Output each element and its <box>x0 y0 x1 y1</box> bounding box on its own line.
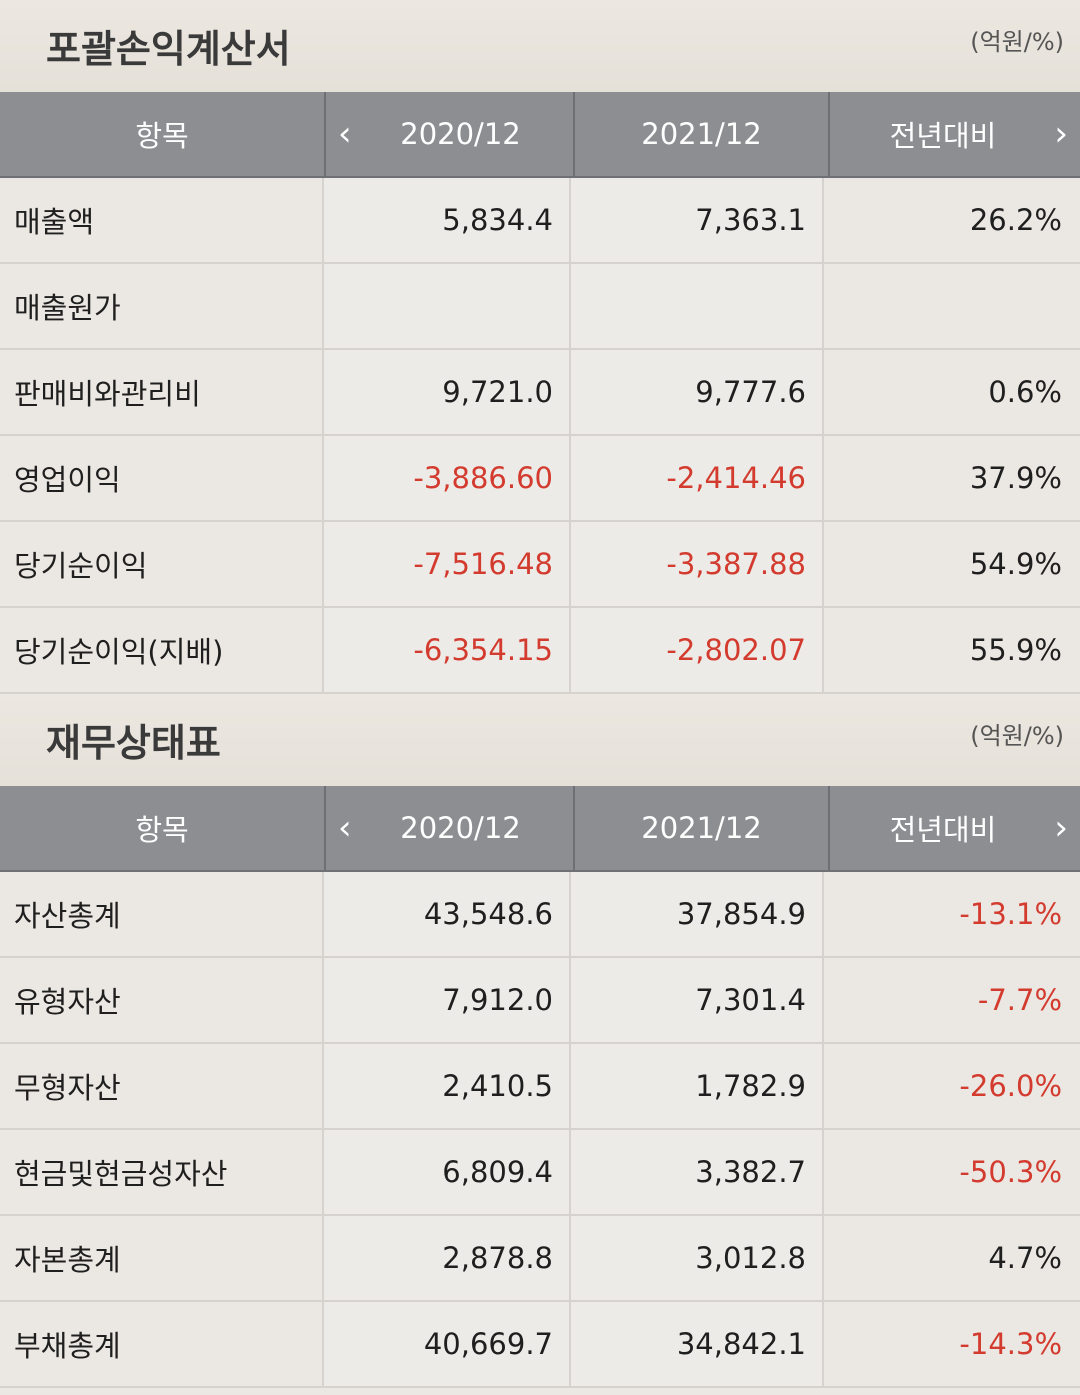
unit-label: (억원/%) <box>970 722 1064 750</box>
column-header-prev: ‹ 2020/12 <box>326 786 575 870</box>
value-curr: 3,012.8 <box>571 1216 824 1300</box>
row-label: 당기순이익(지배) <box>0 608 324 692</box>
value-prev: 2,878.8 <box>324 1216 571 1300</box>
value-curr: 37,854.9 <box>571 872 824 956</box>
value-change: -50.3% <box>959 1155 1062 1189</box>
value-change: -7.7% <box>977 983 1062 1017</box>
value-prev <box>324 264 571 348</box>
table-row: 매출액 5,834.4 7,363.1 26.2% <box>0 178 1080 264</box>
table-row: 매출원가 <box>0 264 1080 350</box>
value-change: 0.6% <box>988 375 1062 409</box>
column-header-curr: 2021/12 <box>575 786 830 870</box>
table-row: 당기순이익 -7,516.48 -3,387.88 54.9% <box>0 522 1080 608</box>
table-row: 무형자산 2,410.5 1,782.9 -26.0% <box>0 1044 1080 1130</box>
chevron-right-icon[interactable]: › <box>1054 808 1068 848</box>
value-change: 26.2% <box>969 203 1062 237</box>
value-prev: 2,410.5 <box>324 1044 571 1128</box>
chevron-right-icon[interactable]: › <box>1054 114 1068 154</box>
balance-sheet-table: 항목 ‹ 2020/12 2021/12 전년대비 › 자산총계 43,548.6… <box>0 786 1080 1388</box>
unit-label: (억원/%) <box>970 28 1064 56</box>
value-curr: 3,382.7 <box>571 1130 824 1214</box>
table-row: 부채총계 40,669.7 34,842.1 -14.3% <box>0 1302 1080 1388</box>
value-change: 4.7% <box>988 1241 1062 1275</box>
table-row: 현금및현금성자산 6,809.4 3,382.7 -50.3% <box>0 1130 1080 1216</box>
value-change: 55.9% <box>969 633 1062 667</box>
column-header-change: 전년대비 › <box>889 114 1068 154</box>
row-label: 무형자산 <box>0 1044 324 1128</box>
row-label: 자본총계 <box>0 1216 324 1300</box>
table-row: 판매비와관리비 9,721.0 9,777.6 0.6% <box>0 350 1080 436</box>
value-prev: -6,354.15 <box>324 608 571 692</box>
section-title: 포괄손익계산서 <box>46 27 291 71</box>
row-label: 유형자산 <box>0 958 324 1042</box>
value-prev: -3,886.60 <box>324 436 571 520</box>
income-statement-table: 항목 ‹ 2020/12 2021/12 전년대비 › 매출액 5,834.4 7,… <box>0 92 1080 694</box>
chevron-left-icon[interactable]: ‹ <box>338 114 352 154</box>
value-change: 54.9% <box>969 547 1062 581</box>
value-curr: -2,414.46 <box>571 436 824 520</box>
value-prev: -7,516.48 <box>324 522 571 606</box>
value-change: -13.1% <box>959 897 1062 931</box>
row-label: 판매비와관리비 <box>0 350 324 434</box>
value-change: 37.9% <box>969 461 1062 495</box>
table-row: 당기순이익(지배) -6,354.15 -2,802.07 55.9% <box>0 608 1080 694</box>
value-change: -26.0% <box>959 1069 1062 1103</box>
value-curr: 7,363.1 <box>571 178 824 262</box>
column-header-item: 항목 <box>0 786 326 870</box>
value-curr: 1,782.9 <box>571 1044 824 1128</box>
section-header: 포괄손익계산서 (억원/%) <box>0 0 1080 92</box>
row-label: 부채총계 <box>0 1302 324 1386</box>
row-label: 매출원가 <box>0 264 324 348</box>
row-label: 영업이익 <box>0 436 324 520</box>
value-prev: 40,669.7 <box>324 1302 571 1386</box>
value-change <box>824 264 1074 348</box>
row-label: 매출액 <box>0 178 324 262</box>
value-prev: 9,721.0 <box>324 350 571 434</box>
table-body: 매출액 5,834.4 7,363.1 26.2% 매출원가 판매비와관리비 9,721.0… <box>0 178 1080 694</box>
value-curr: -3,387.88 <box>571 522 824 606</box>
value-curr: 9,777.6 <box>571 350 824 434</box>
value-curr: 34,842.1 <box>571 1302 824 1386</box>
table-row: 유형자산 7,912.0 7,301.4 -7.7% <box>0 958 1080 1044</box>
value-curr <box>571 264 824 348</box>
column-header-change: 전년대비 › <box>889 808 1068 848</box>
row-label: 현금및현금성자산 <box>0 1130 324 1214</box>
table-header: 항목 ‹ 2020/12 2021/12 전년대비 › <box>0 92 1080 178</box>
value-prev: 43,548.6 <box>324 872 571 956</box>
value-curr: -2,802.07 <box>571 608 824 692</box>
value-curr: 7,301.4 <box>571 958 824 1042</box>
chevron-left-icon[interactable]: ‹ <box>338 808 352 848</box>
balance-sheet-section: 재무상태표 (억원/%) 항목 ‹ 2020/12 2021/12 전년대비 ›… <box>0 694 1080 1388</box>
value-prev: 7,912.0 <box>324 958 571 1042</box>
section-title: 재무상태표 <box>46 721 221 765</box>
value-prev: 5,834.4 <box>324 178 571 262</box>
table-row: 영업이익 -3,886.60 -2,414.46 37.9% <box>0 436 1080 522</box>
column-header-prev: ‹ 2020/12 <box>326 92 575 176</box>
table-body: 자산총계 43,548.6 37,854.9 -13.1% 유형자산 7,912.0 7,3… <box>0 872 1080 1388</box>
value-change: -14.3% <box>959 1327 1062 1361</box>
column-header-curr: 2021/12 <box>575 92 830 176</box>
value-prev: 6,809.4 <box>324 1130 571 1214</box>
income-statement-section: 포괄손익계산서 (억원/%) 항목 ‹ 2020/12 2021/12 전년대비… <box>0 0 1080 694</box>
table-row: 자산총계 43,548.6 37,854.9 -13.1% <box>0 872 1080 958</box>
table-header: 항목 ‹ 2020/12 2021/12 전년대비 › <box>0 786 1080 872</box>
column-header-item: 항목 <box>0 92 326 176</box>
table-row: 자본총계 2,878.8 3,012.8 4.7% <box>0 1216 1080 1302</box>
row-label: 당기순이익 <box>0 522 324 606</box>
row-label: 자산총계 <box>0 872 324 956</box>
section-header: 재무상태표 (억원/%) <box>0 694 1080 786</box>
